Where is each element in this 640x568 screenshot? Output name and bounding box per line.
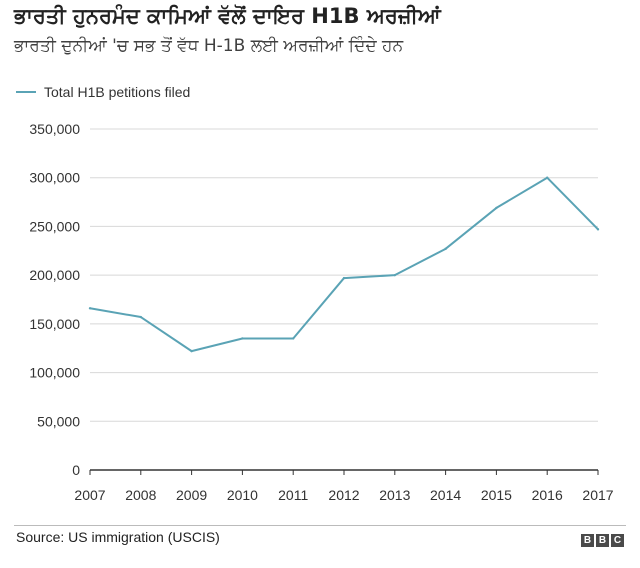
- x-tick-label: 2008: [125, 487, 156, 503]
- y-axis-tick-labels: 0 50,000 100,000 150,000 200,000 250,000 300,0…: [29, 121, 80, 478]
- data-point: [88, 307, 92, 310]
- gridlines: [90, 128, 598, 422]
- data-point: [342, 276, 346, 280]
- data-point: [444, 247, 447, 251]
- x-tick-label: 2011: [278, 487, 308, 503]
- y-tick-label: 350,000: [29, 121, 80, 137]
- y-tick-label: 250,000: [29, 218, 80, 234]
- data-point: [190, 349, 193, 353]
- data-point: [292, 337, 295, 340]
- series-line: [89, 176, 599, 353]
- x-tick-label: 2007: [74, 487, 105, 503]
- footer-divider: [14, 525, 626, 526]
- legend-label: Total H1B petitions filed: [44, 84, 191, 100]
- bbc-logo-letter-2: B: [596, 534, 609, 547]
- y-tick-label: 200,000: [29, 267, 80, 283]
- series-lines: [88, 176, 600, 353]
- x-axis-tick-labels: 2007 2008 2009 2010 2011 2012 2013 2014 2015 2016…: [74, 487, 613, 503]
- data-point: [495, 206, 498, 210]
- legend-line-swatch: [16, 91, 36, 93]
- chart-subtitle: ਭਾਰਤੀ ਦੁਨੀਆਂ 'ਚ ਸਭ ਤੋਂ ਵੱਧ H-1B ਲਈ ਅਰਜ਼ੀ…: [14, 36, 404, 56]
- data-point: [241, 337, 244, 340]
- x-tick-label: 2012: [328, 487, 359, 503]
- x-tick-label: 2013: [379, 487, 410, 503]
- y-tick-label: 300,000: [29, 170, 80, 186]
- bbc-logo: B B C: [581, 534, 624, 547]
- x-tick-label: 2009: [176, 487, 207, 503]
- data-point: [546, 176, 549, 179]
- data-point: [393, 273, 396, 277]
- y-tick-label: 50,000: [37, 413, 80, 429]
- x-tick-label: 2017: [582, 487, 613, 503]
- bbc-logo-letter-1: B: [581, 534, 594, 547]
- y-tick-label: 0: [72, 462, 80, 478]
- x-tick-label: 2016: [532, 487, 563, 503]
- x-tick-label: 2014: [430, 487, 461, 503]
- y-tick-label: 100,000: [29, 365, 80, 381]
- data-point: [139, 315, 142, 319]
- source-note: Source: US immigration (USCIS): [16, 529, 220, 545]
- chart-title: ਭਾਰਤੀ ਹੁਨਰਮੰਦ ਕਾਮਿਆਂ ਵੱਲੋਂ ਦਾਇਰ H1B ਅਰਜ਼…: [14, 4, 441, 28]
- bbc-logo-letter-3: C: [611, 534, 624, 547]
- line-chart: 0 50,000 100,000 150,000 200,000 250,000 300,0…: [29, 121, 613, 503]
- data-point: [596, 228, 600, 231]
- x-tick-label: 2010: [227, 487, 258, 503]
- x-axis: [89, 469, 599, 475]
- legend: Total H1B petitions filed: [16, 84, 190, 100]
- x-tick-label: 2015: [481, 487, 512, 503]
- y-tick-label: 150,000: [29, 316, 80, 332]
